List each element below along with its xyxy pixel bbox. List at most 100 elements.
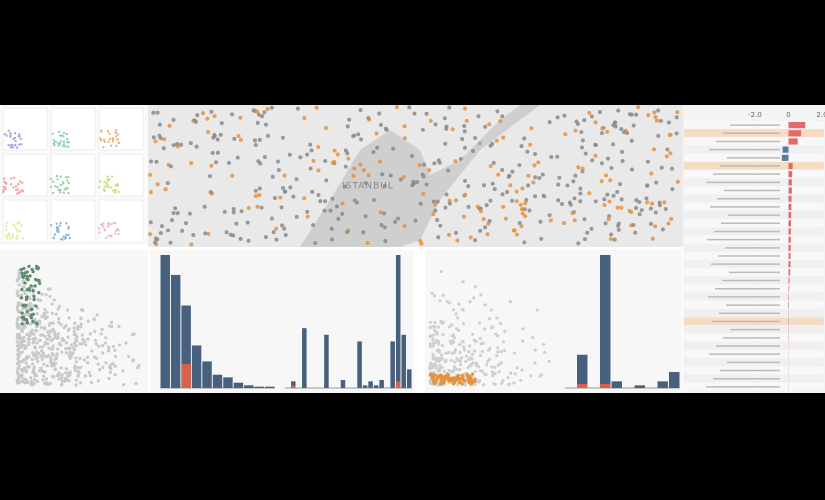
scatter-point — [18, 341, 23, 345]
histogram-bar — [170, 274, 181, 388]
scatter-point — [438, 363, 442, 367]
scatter-point — [432, 342, 436, 346]
scatter-point — [27, 355, 31, 359]
map-point — [371, 150, 376, 155]
scatter-point — [441, 293, 446, 297]
matrix-point — [14, 188, 18, 192]
matrix-point — [14, 185, 18, 188]
scatter-point — [34, 337, 38, 341]
map-point — [263, 235, 268, 240]
map-point — [645, 200, 650, 205]
map-point — [510, 198, 515, 203]
map-point — [444, 126, 449, 131]
matrix-point — [109, 186, 112, 189]
map-point — [618, 182, 623, 187]
map-point — [170, 218, 175, 223]
map-point — [636, 105, 641, 110]
scatter-point — [43, 308, 47, 312]
map-point — [556, 182, 561, 187]
scatter-point — [20, 379, 25, 383]
scatter-point — [438, 299, 442, 303]
map-point — [294, 214, 299, 219]
scatter-point — [51, 344, 55, 348]
map-point — [538, 219, 543, 224]
scatter-point — [24, 378, 28, 382]
scatter-point — [15, 279, 19, 283]
map-point — [483, 124, 488, 129]
map-point — [583, 151, 588, 156]
map-point — [481, 217, 486, 222]
scatter-point — [37, 291, 41, 295]
map-point — [359, 137, 364, 142]
map-point — [382, 225, 387, 230]
map-point — [646, 113, 651, 118]
scatter-point — [31, 362, 35, 366]
map-point — [432, 161, 437, 166]
histogram-bar — [223, 377, 233, 388]
scatter-point — [45, 364, 49, 368]
map-point — [343, 148, 348, 153]
map-point — [563, 132, 568, 137]
map-point — [192, 118, 197, 123]
map-point — [645, 183, 650, 188]
scatter-point — [507, 382, 511, 386]
map-point — [674, 131, 679, 136]
map-point — [407, 105, 412, 110]
matrix-point — [57, 230, 60, 234]
map-point — [670, 166, 675, 171]
map-point — [495, 109, 500, 114]
scatter-point — [54, 312, 58, 316]
scatter-point — [468, 300, 472, 304]
map-point — [257, 186, 262, 191]
matrix-point — [9, 183, 13, 186]
scatter-point — [60, 350, 64, 354]
scatter-point — [28, 302, 32, 306]
map-point — [332, 148, 337, 153]
map-point — [488, 164, 493, 169]
map-point — [536, 160, 541, 165]
scatter-point — [35, 329, 39, 333]
scatter-point — [447, 325, 451, 329]
map-point — [652, 147, 657, 152]
map-point — [570, 211, 575, 216]
histogram-bar — [181, 305, 191, 388]
map-point — [366, 173, 371, 178]
map-point — [568, 202, 573, 207]
scatter-point — [42, 362, 46, 366]
scatter-point — [66, 346, 70, 351]
histogram-bar — [362, 385, 368, 388]
map-point — [411, 179, 416, 184]
scatter-point — [472, 296, 476, 300]
scatter-point — [20, 375, 24, 380]
variable-bar — [788, 277, 790, 284]
matrix-point — [9, 146, 13, 149]
map-point — [468, 235, 473, 240]
scatter-point — [22, 366, 26, 370]
scatter-point — [23, 291, 27, 296]
map-point — [274, 226, 279, 231]
map-point — [637, 212, 642, 217]
variable-bar — [788, 293, 790, 300]
map-point — [253, 188, 258, 193]
map-point — [619, 127, 624, 132]
map-point — [246, 238, 251, 243]
map-point — [260, 114, 265, 119]
map-point — [658, 118, 663, 123]
scatter-point — [521, 327, 525, 331]
map-point — [433, 122, 438, 127]
histogram-bar — [368, 381, 373, 388]
map-point — [650, 201, 655, 206]
scatter-point — [496, 346, 500, 350]
map-point — [494, 138, 499, 143]
scatter-point — [428, 334, 432, 339]
scatter-point — [17, 315, 21, 319]
matrix-point — [18, 190, 22, 194]
scatter-point — [442, 380, 446, 384]
scatter-point — [509, 371, 513, 375]
scatter-point — [47, 323, 51, 327]
matrix-point — [9, 177, 13, 180]
scatter-point — [452, 336, 457, 340]
scatter-point — [471, 332, 475, 336]
scatter-point — [73, 364, 77, 368]
map-label: ISTANBUL — [342, 182, 394, 192]
